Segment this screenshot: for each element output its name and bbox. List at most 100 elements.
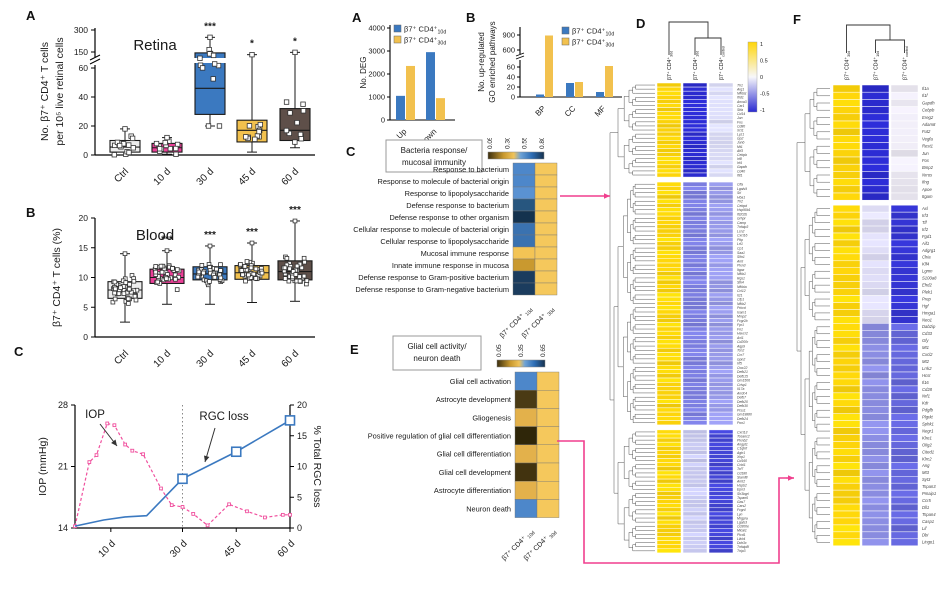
heatmap-cell (890, 538, 919, 546)
heatmap-cell (534, 162, 558, 176)
gene-label: Ifrd1 (737, 96, 744, 100)
gene-label: Rest1 (922, 144, 933, 149)
heatmap-cell (832, 99, 861, 107)
heatmap-cell (656, 127, 682, 133)
gene-label: Cd14 (737, 112, 745, 116)
data-point (294, 120, 300, 126)
heatmap-cell (708, 390, 734, 396)
gene-label: Casp1 (922, 519, 934, 524)
heatmap-cell (656, 356, 682, 362)
heatmap-cell (708, 140, 734, 145)
heatmap-cell (682, 499, 708, 504)
dendrogram-branch (632, 528, 636, 537)
heatmap-cell (656, 503, 682, 509)
data-point (292, 49, 298, 56)
heatmap-cell (708, 544, 734, 550)
data-point (127, 286, 132, 292)
x-category-label: CC (563, 104, 578, 119)
heatmap-cell (682, 519, 708, 525)
heatmap-title: neuron death (413, 354, 460, 363)
gene-label: Cfp1 (737, 298, 744, 302)
heatmap-cell (890, 364, 919, 373)
heatmap-cell (682, 339, 708, 345)
data-point (127, 282, 132, 287)
dendrogram-branch (628, 470, 633, 487)
heatmap-cell (708, 103, 734, 108)
dendrogram-branch (814, 524, 817, 540)
dendrogram-branch (816, 117, 820, 125)
dendrogram-branch (632, 249, 636, 259)
data-point (159, 269, 165, 275)
gene-label: Lrrk2 (922, 366, 932, 371)
heatmap-cell (682, 507, 708, 513)
axis-break-mark (515, 55, 525, 60)
data-point (141, 452, 145, 457)
heatmap-cell (514, 371, 538, 391)
heatmap-cell (682, 536, 708, 541)
heatmap-cell (890, 385, 919, 394)
heatmap-cell (890, 455, 919, 463)
gene-label: Prep (922, 296, 932, 301)
significance-stars: *** (246, 227, 258, 238)
dendrogram-branch (627, 198, 631, 233)
gene-label: Cd40 (737, 169, 745, 173)
data-point (287, 266, 292, 272)
y-axis-title: GO enriched pathways (488, 21, 497, 102)
y-tick-label: 20 (79, 213, 89, 223)
heatmap-cell (708, 271, 734, 277)
data-point (162, 139, 168, 146)
heatmap-cell (708, 470, 734, 476)
heatmap-cell (861, 211, 890, 220)
heatmap-cell (708, 478, 734, 484)
dendrogram-branch (814, 243, 817, 251)
data-point (123, 280, 129, 285)
heatmap-cell (708, 466, 734, 472)
gene-label: Ehd2 (922, 283, 932, 288)
heatmap-cell (832, 378, 861, 387)
heatmap-cell (656, 95, 682, 100)
heatmap-cell (682, 249, 708, 255)
gene-label: Hcst (922, 373, 931, 378)
heatmap-cell (708, 194, 734, 200)
colorbar (496, 359, 546, 368)
heatmap-cell (890, 211, 919, 220)
dendrogram-branch (617, 108, 625, 158)
data-point (238, 262, 243, 267)
heatmap-cell (534, 258, 558, 272)
data-point (286, 278, 292, 284)
gene-label: Apoe (921, 187, 932, 192)
dendrogram-branch (617, 462, 625, 525)
dendrogram-branch (812, 246, 815, 262)
panel-label-c: C (14, 344, 24, 359)
heatmap-cell (656, 335, 682, 340)
heatmap-cell (708, 503, 734, 509)
colorbar-tick-label: 0.65 (540, 344, 547, 357)
gene-label: Itgax (737, 268, 745, 272)
heatmap-cell (656, 411, 682, 417)
data-point (112, 423, 117, 428)
heatmap-cell (861, 427, 890, 435)
dendrogram-branch (632, 203, 636, 213)
heatmap-cell (536, 499, 560, 518)
data-point (251, 271, 256, 277)
heatmap-cell (682, 211, 708, 217)
heatmap-cell (656, 181, 682, 187)
heatmap-cell (708, 386, 734, 392)
dendrogram-branch (632, 433, 636, 443)
heatmap-cell (890, 406, 919, 414)
dendrogram-branch (632, 356, 636, 364)
data-point (126, 142, 132, 148)
x-category-label: Ctrl (112, 166, 131, 185)
heatmap-cell (861, 392, 890, 401)
heatmap-cell (890, 476, 919, 484)
dendrogram-branch (634, 264, 637, 270)
heatmap-cell (656, 99, 682, 104)
panel-label-d: D (636, 16, 646, 31)
heatmap-cell (861, 524, 890, 533)
heatmap-cell (656, 487, 682, 492)
heatmap-cell (682, 540, 708, 545)
heatmap-cell (536, 444, 560, 464)
gene-label: Klrc2 (922, 456, 932, 461)
